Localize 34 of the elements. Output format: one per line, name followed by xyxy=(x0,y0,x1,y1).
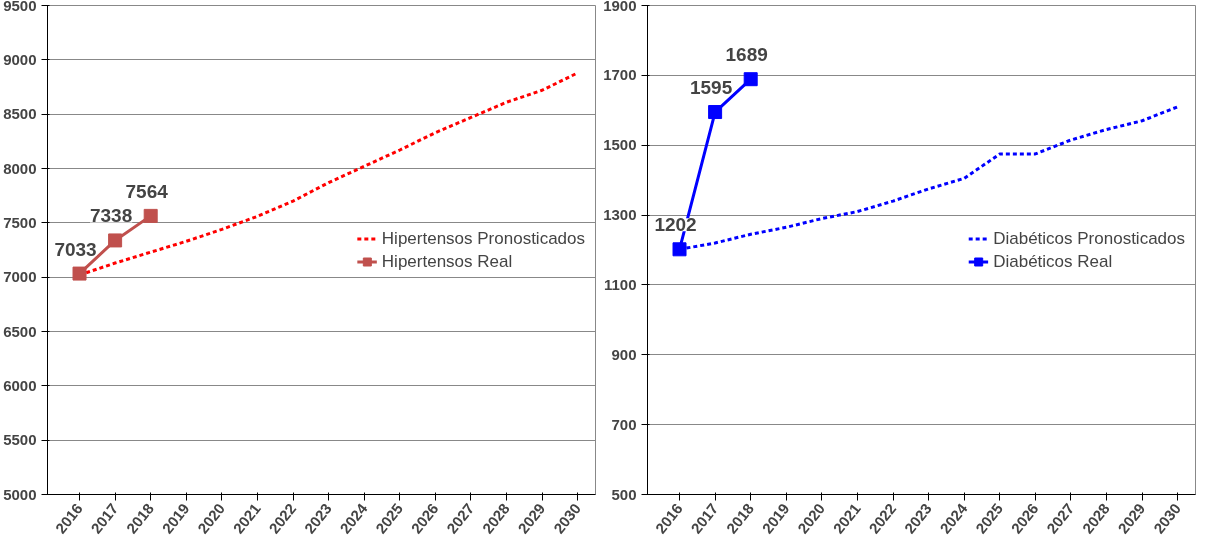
data-label: 1689 xyxy=(725,44,768,66)
y-tick-label: 8500 xyxy=(3,105,37,123)
y-tick-label: 5500 xyxy=(3,431,37,449)
legend-label: Diabéticos Pronosticados xyxy=(993,228,1185,248)
y-tick-label: 7000 xyxy=(3,268,37,286)
point xyxy=(108,233,123,248)
data-label: 1595 xyxy=(689,77,733,99)
y-tick-label: 500 xyxy=(611,485,637,503)
y-tick-label: 7500 xyxy=(3,213,37,231)
y-tick-label: 1100 xyxy=(603,275,637,293)
y-tick-label: 6000 xyxy=(3,376,37,394)
legend-label: Diabéticos Real xyxy=(993,251,1113,271)
y-tick-label: 9500 xyxy=(3,0,37,14)
legend-label: Hipertensos Pronosticados xyxy=(381,228,585,248)
point xyxy=(743,72,758,87)
data-label: 7338 xyxy=(89,205,133,227)
data-label: 7564 xyxy=(125,180,169,202)
y-tick-label: 8000 xyxy=(3,159,37,177)
y-tick-label: 6500 xyxy=(3,322,37,340)
y-tick-label: 1500 xyxy=(603,136,637,154)
data-label: 1202 xyxy=(654,214,697,236)
point xyxy=(72,266,87,281)
point xyxy=(143,208,158,223)
y-tick-label: 700 xyxy=(611,415,637,433)
point xyxy=(708,105,723,120)
point xyxy=(672,242,687,257)
data-label: 7033 xyxy=(54,238,97,260)
y-tick-label: 1900 xyxy=(603,0,637,14)
y-tick-label: 1700 xyxy=(603,66,637,84)
y-tick-label: 9000 xyxy=(3,50,37,68)
y-tick-label: 5000 xyxy=(3,485,37,503)
y-tick-label: 900 xyxy=(611,345,637,363)
y-tick-label: 1300 xyxy=(603,206,637,224)
legend-label: Hipertensos Real xyxy=(381,251,513,271)
